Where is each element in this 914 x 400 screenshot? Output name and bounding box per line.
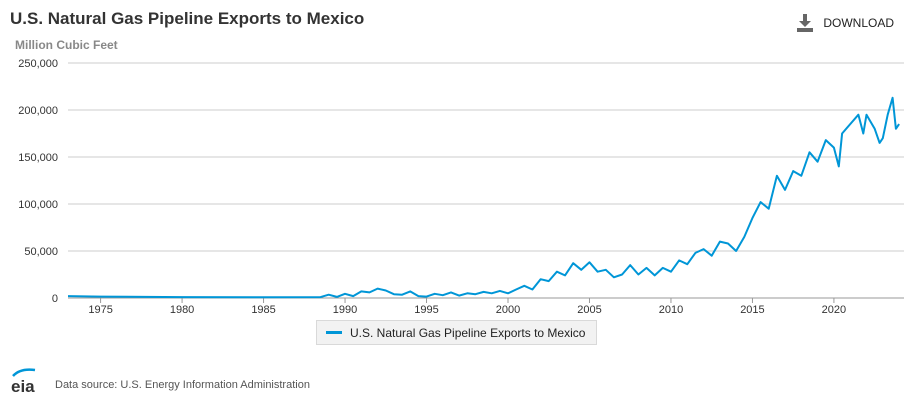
x-tick-label: 1995 [414, 304, 438, 316]
logo-text: eia [11, 377, 35, 395]
y-axis-units: Million Cubic Feet [15, 38, 118, 52]
legend-swatch [326, 331, 342, 334]
y-tick-label: 100,000 [18, 199, 58, 211]
x-tick-label: 1985 [251, 304, 275, 316]
legend-label: U.S. Natural Gas Pipeline Exports to Mex… [350, 325, 586, 340]
y-tick-label: 0 [52, 293, 58, 305]
series-line-0 [67, 96, 900, 299]
footer: eia Data source: U.S. Energy Information… [10, 367, 310, 395]
x-tick-label: 2010 [659, 304, 683, 316]
x-tick-label: 1975 [88, 304, 112, 316]
x-tick-label: 2005 [577, 304, 601, 316]
y-tick-labels: 0 50,000 100,000 150,000 200,000 250,000 [18, 58, 58, 305]
download-icon [797, 14, 814, 32]
x-tick-label: 1980 [170, 304, 194, 316]
y-tick-label: 50,000 [24, 246, 58, 258]
x-tick-label: 2020 [822, 304, 846, 316]
x-axis: 1975 1980 1985 1990 1995 2000 2005 2010 2015 2020 [68, 297, 904, 316]
y-tick-label: 200,000 [18, 105, 58, 117]
chart-title: U.S. Natural Gas Pipeline Exports to Mex… [10, 9, 365, 28]
legend-item[interactable]: U.S. Natural Gas Pipeline Exports to Mex… [316, 320, 597, 345]
y-tick-label: 250,000 [18, 58, 58, 70]
series-lines [67, 96, 900, 299]
download-button[interactable]: DOWNLOAD [797, 14, 894, 32]
x-tick-label: 2015 [740, 304, 764, 316]
gridlines [68, 62, 904, 299]
eia-logo: eia [11, 368, 35, 395]
y-tick-label: 150,000 [18, 152, 58, 164]
x-tick-label: 1990 [333, 304, 357, 316]
x-tick-label: 2000 [496, 304, 520, 316]
data-source: Data source: U.S. Energy Information Adm… [55, 379, 310, 391]
download-label: DOWNLOAD [823, 16, 894, 30]
